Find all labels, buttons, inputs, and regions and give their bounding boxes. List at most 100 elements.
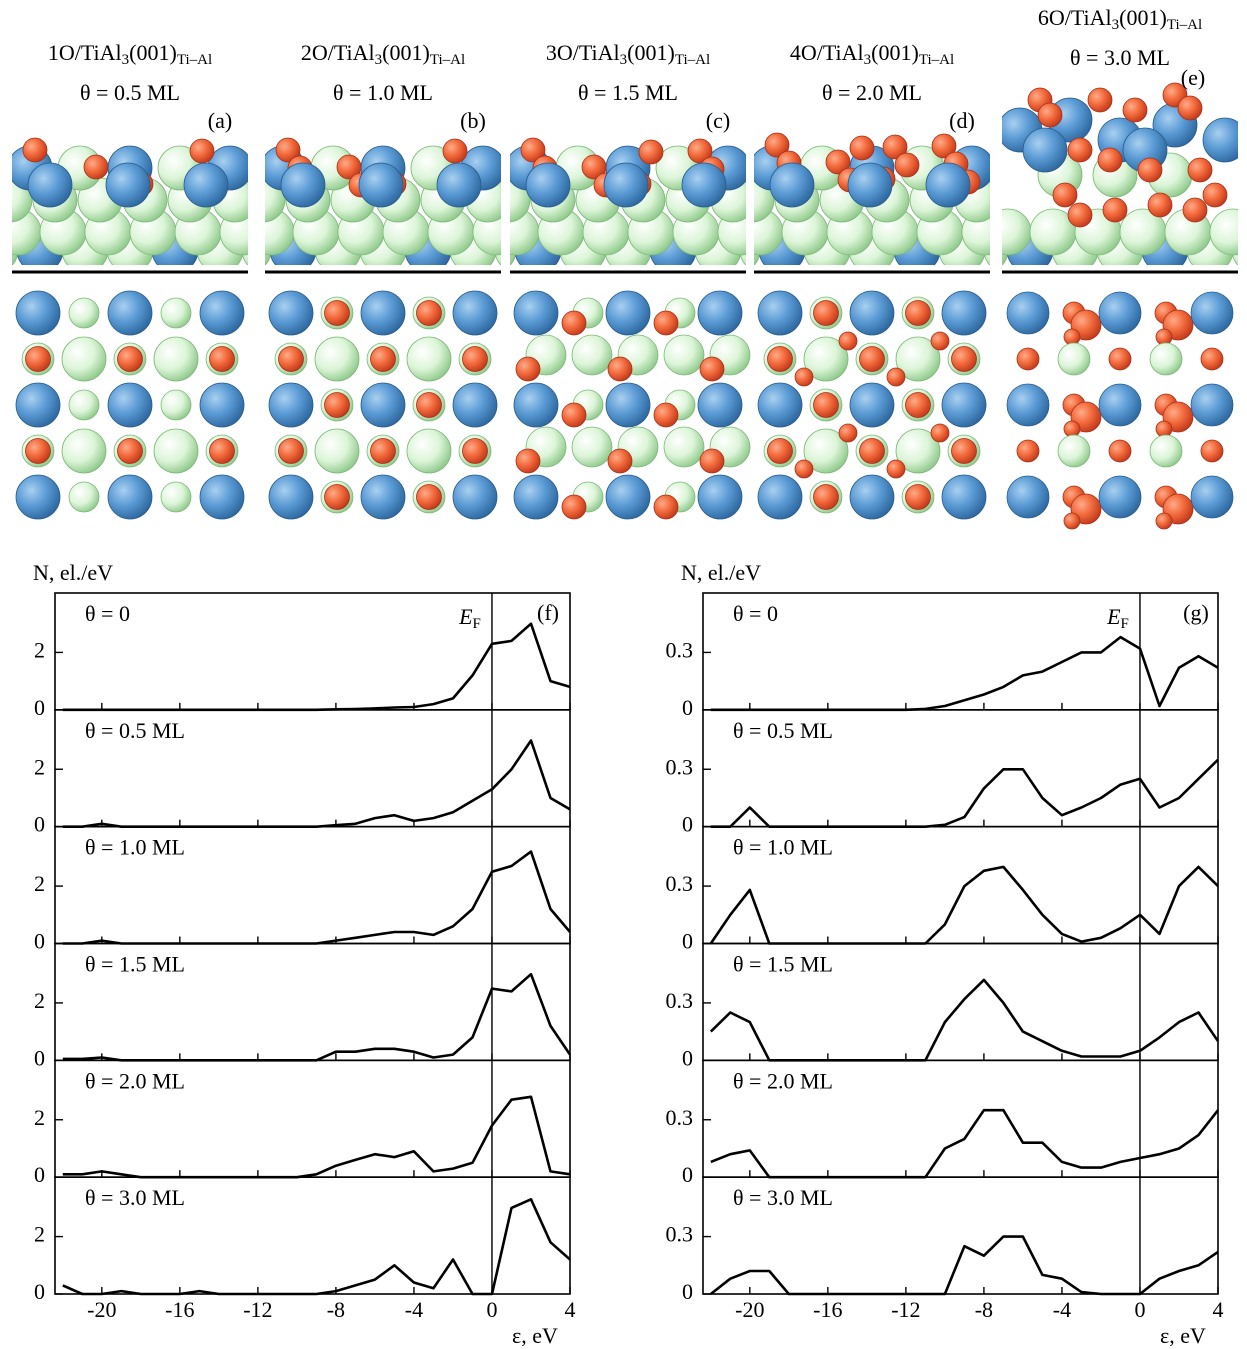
al-atom [69,298,99,328]
al-atom [1058,343,1090,375]
o-atom [516,449,540,473]
y-tick-label: 0.3 [666,988,694,1013]
y-tick-label: 2 [34,637,45,662]
structure-formula: 4O/TiAl3(001)Ti–Al [790,40,954,68]
o-atom [1201,440,1223,462]
y-tick-label: 0 [34,1045,45,1070]
o-atom [463,439,488,464]
atom-structures [0,83,1247,529]
o-atom [814,301,839,326]
al-atom [154,337,198,381]
y-tick-label: 0.3 [666,637,694,662]
dos-curve [63,1199,570,1294]
o-atom [562,403,586,427]
ti-atom [926,163,970,207]
y-tick-label: 2 [34,754,45,779]
ti-atom [437,163,481,207]
formula-sub: Ti–Al [1167,17,1202,33]
panel-label: (d) [949,108,975,133]
ti-atom [604,163,648,207]
o-atom [562,495,586,519]
o-atom [1017,440,1039,462]
ti-atom [453,291,497,335]
o-atom [952,347,977,372]
o-atom [768,347,793,372]
al-atom [664,335,704,375]
figure: 1O/TiAl3(001)Ti–Alθ = 0.5 ML(a)2O/TiAl3(… [0,0,1247,1349]
ti-atom [1007,384,1049,426]
al-atom [161,298,191,328]
x-tick-label: 4 [1213,1297,1224,1322]
y-tick-label: 0 [34,929,45,954]
o-atom [1109,348,1131,370]
x-tick-label: -4 [1053,1297,1071,1322]
y-tick-label: 0 [682,1162,693,1187]
formula-sub: 3 [620,52,628,68]
ti-atom [108,383,152,427]
ti-atom [606,291,650,335]
side-view [470,138,786,273]
ti-atom [850,383,894,427]
o-atom [860,439,885,464]
fermi-label: EF [1106,604,1129,632]
y-tick-label: 0.3 [666,1222,694,1247]
o-atom [608,357,632,381]
o-atom [23,138,47,162]
top-view [16,291,244,519]
y-tick-label: 0 [682,812,693,837]
panel-theta-label: θ = 0 [85,601,130,626]
fermi-sub: F [1121,616,1129,632]
o-atom [839,332,857,350]
ti-atom [269,291,313,335]
o-atom [1201,348,1223,370]
ti-atom [770,163,814,207]
ti-atom [361,475,405,519]
o-atom [371,347,396,372]
o-atom [931,332,949,350]
o-atom [325,301,350,326]
ti-atom [453,475,497,519]
ti-atom [106,163,150,207]
ti-atom [850,475,894,519]
o-atom [639,140,663,164]
o-atom [1156,329,1172,345]
o-atom [814,485,839,510]
fermi-sub: F [473,616,481,632]
ti-atom [200,291,244,335]
o-atom [1109,440,1131,462]
ti-atom [1023,128,1067,172]
panel-theta-label: θ = 3.0 ML [85,1185,185,1210]
ti-atom [1007,292,1049,334]
panel-theta-label: θ = 0 [733,601,778,626]
x-tick-label: -16 [165,1297,194,1322]
al-atom [154,429,198,473]
o-atom [906,393,931,418]
ti-atom [16,291,60,335]
o-atom [654,495,678,519]
x-tick-label: -12 [243,1297,272,1322]
panel-label: (b) [460,108,486,133]
dos-curve [63,1097,570,1177]
o-atom [190,139,214,163]
coverage-label: θ = 1.5 ML [578,80,678,105]
o-atom [1183,198,1207,222]
y-tick-label: 0 [34,695,45,720]
dos-curve [63,741,570,827]
o-atom [860,347,885,372]
panel-theta-label: θ = 1.5 ML [733,952,833,977]
dos-curve [63,624,570,710]
coverage-label: θ = 3.0 ML [1070,45,1170,70]
o-atom [952,439,977,464]
o-atom [1178,96,1202,120]
ti-atom [1191,292,1233,334]
o-atom [700,449,724,473]
o-atom [1068,203,1092,227]
formula-sub: Ti–Al [177,52,212,68]
y-tick-label: 0.3 [666,1105,694,1130]
ti-atom [942,475,986,519]
o-atom [371,439,396,464]
ti-atom [28,163,72,207]
y-tick-label: 0 [682,695,693,720]
y-tick-label: 0 [34,812,45,837]
formula-main: 4O/TiAl [790,40,864,65]
